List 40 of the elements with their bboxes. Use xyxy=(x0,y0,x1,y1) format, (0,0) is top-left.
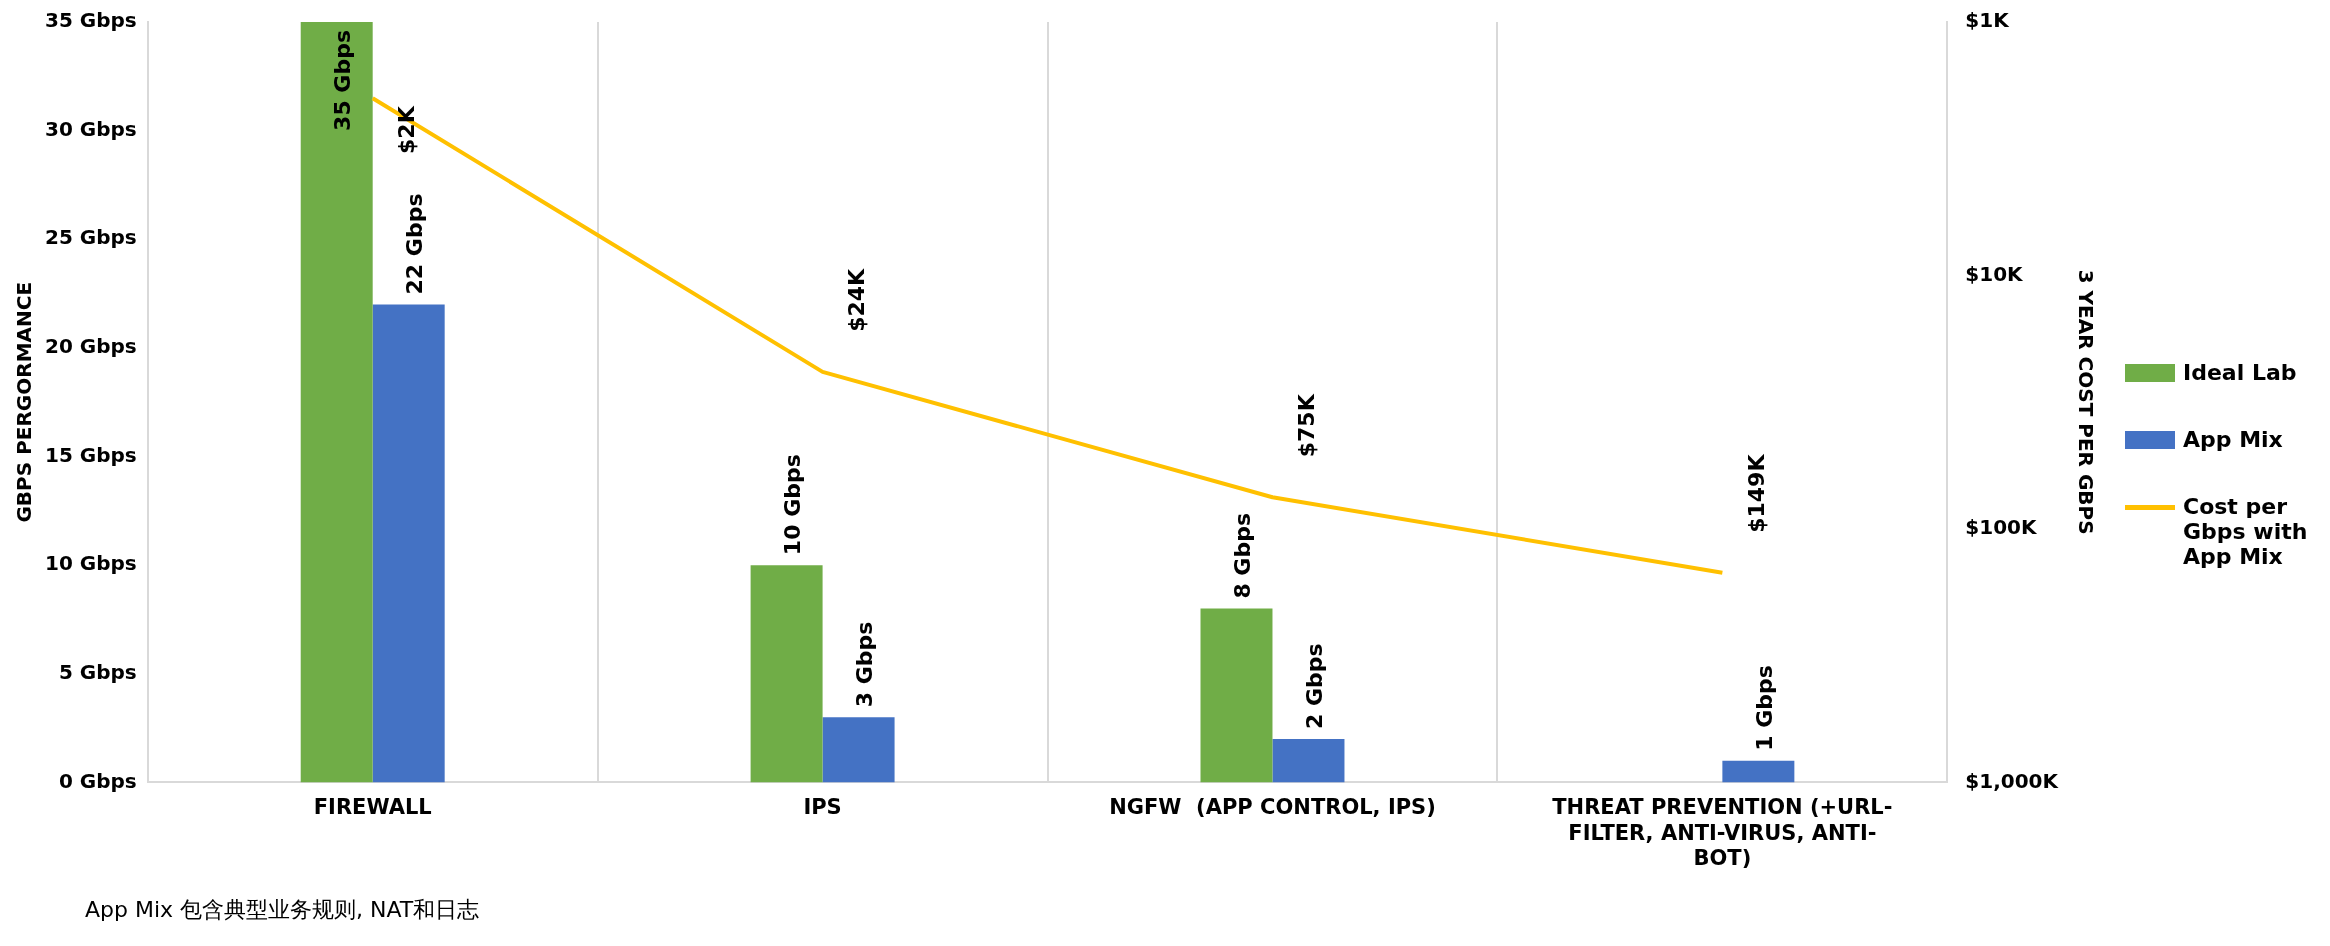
y-axis-title: GBPS PERGORMANCE xyxy=(12,281,37,523)
bar xyxy=(1272,738,1345,783)
data-label: 8 Gbps xyxy=(1230,512,1256,599)
data-label: 10 Gbps xyxy=(780,454,806,556)
legend-label: Cost per Gbps with App Mix xyxy=(2183,494,2309,569)
y-tick-label: 5 Gbps xyxy=(58,659,137,684)
y-tick-label: 20 Gbps xyxy=(45,334,137,359)
data-label: $24K xyxy=(844,267,870,332)
legend-label: Ideal Lab xyxy=(2183,360,2297,385)
y-tick-label: 30 Gbps xyxy=(45,116,137,141)
y-tick-label: 10 Gbps xyxy=(45,551,137,576)
data-label: $75K xyxy=(1294,393,1320,458)
data-label: 1 Gbps xyxy=(1752,665,1778,751)
bar xyxy=(822,717,895,783)
y2-tick-label: $1,000K xyxy=(1965,768,2060,793)
y-tick-label: 0 Gbps xyxy=(58,768,137,793)
data-label: 2 Gbps xyxy=(1302,643,1328,729)
y2-axis-title: 3 YEAR COST PER GBPS xyxy=(2073,269,2098,535)
x-tick-label: NGFW (APP CONTROL, IPS) xyxy=(1109,795,1436,820)
y2-tick-label: $1K xyxy=(1965,8,2011,33)
y-tick-label: 15 Gbps xyxy=(45,442,137,467)
data-label: 35 Gbps xyxy=(330,29,356,131)
y2-tick-label: $100K xyxy=(1965,515,2038,540)
bar xyxy=(750,565,823,783)
x-tick-label: FIREWALL xyxy=(313,795,432,820)
x-tick-label: THREAT PREVENTION (+URL-FILTER, ANTI-VIRUS, ANTI-BOT) xyxy=(1552,795,1893,870)
data-label: $2K xyxy=(394,105,420,154)
y2-tick-label: $10K xyxy=(1965,261,2025,286)
legend-label: App Mix xyxy=(2183,427,2283,452)
data-label: $149K xyxy=(1744,453,1770,533)
data-label: 3 Gbps xyxy=(852,621,878,708)
y-tick-label: 35 Gbps xyxy=(45,8,137,33)
bar xyxy=(1722,760,1795,783)
data-label: 22 Gbps xyxy=(402,193,428,295)
text: App Mix 包含典型业务规则, NAT和日志 xyxy=(85,896,480,924)
x-tick-label: IPS xyxy=(803,795,842,820)
bar xyxy=(372,304,445,783)
bar xyxy=(1200,608,1273,783)
bar xyxy=(300,22,373,783)
y-tick-label: 25 Gbps xyxy=(45,225,137,250)
